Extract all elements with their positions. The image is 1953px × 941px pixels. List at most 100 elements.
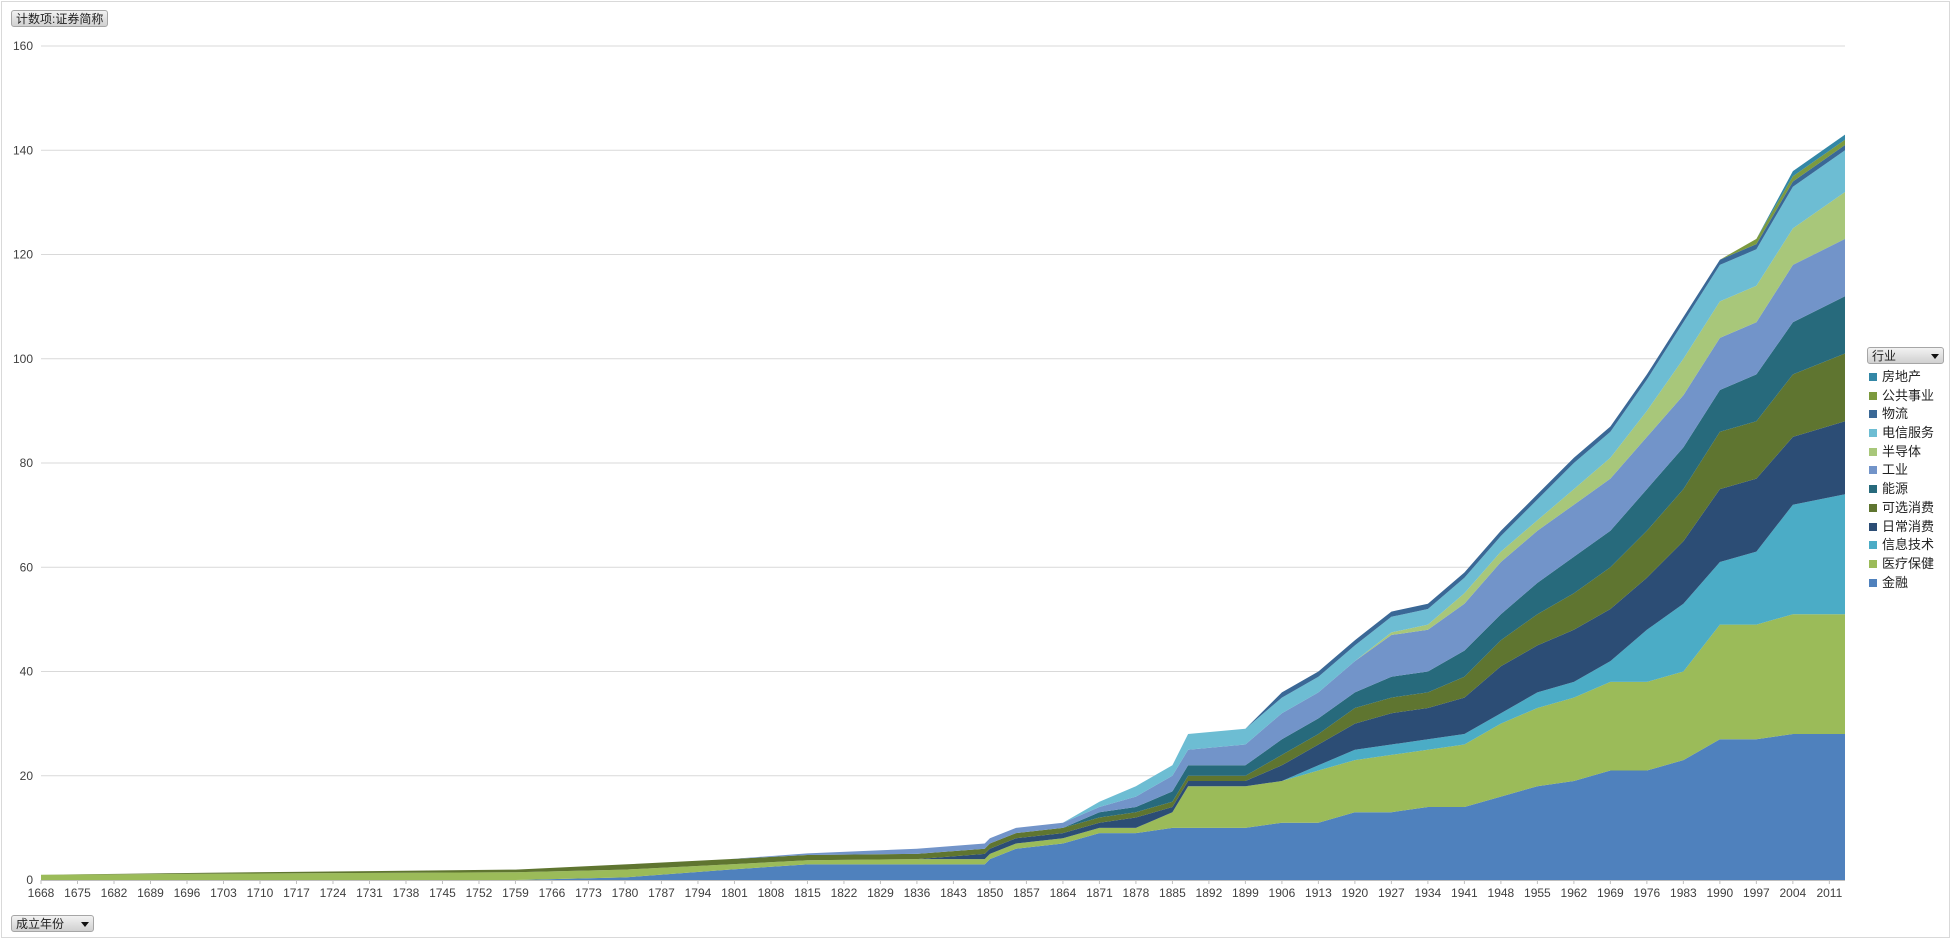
y-axis-tick-labels: 0 20 40 60 80 100 120 140 160 xyxy=(13,39,33,887)
legend-label: 可选消费 xyxy=(1882,499,1935,515)
x-tick-label: 1927 xyxy=(1378,886,1405,900)
x-tick-label: 1913 xyxy=(1305,886,1332,900)
chevron-down-icon xyxy=(1931,354,1939,359)
legend-swatch xyxy=(1869,541,1877,550)
x-tick-label: 1745 xyxy=(429,886,456,900)
legend-item: 金融 xyxy=(1868,574,1952,593)
legend-item: 房地产 xyxy=(1868,368,1952,387)
legend-label: 医疗保健 xyxy=(1882,555,1935,571)
legend-swatch xyxy=(1869,503,1877,512)
y-tick-label: 120 xyxy=(13,248,33,262)
x-tick-label: 1696 xyxy=(174,886,201,900)
x-tick-label: 1878 xyxy=(1123,886,1150,900)
legend-item: 能源 xyxy=(1868,480,1952,499)
legend-swatch xyxy=(1869,447,1877,456)
x-tick-label: 1871 xyxy=(1086,886,1113,900)
x-tick-label: 1787 xyxy=(648,886,675,900)
legend-swatch xyxy=(1869,373,1877,381)
x-tick-label: 1717 xyxy=(283,886,310,900)
x-tick-label: 2004 xyxy=(1780,886,1807,900)
x-tick-label: 1815 xyxy=(794,886,821,900)
legend-swatch xyxy=(1869,410,1877,419)
legend-label: 公共事业 xyxy=(1882,387,1935,403)
x-tick-label: 1801 xyxy=(721,886,748,900)
legend-item: 物流 xyxy=(1868,405,1952,424)
legend-field-button[interactable]: 行业 xyxy=(1867,347,1944,364)
x-tick-label: 2011 xyxy=(1816,886,1842,900)
x-tick-label: 1836 xyxy=(904,886,931,900)
legend-swatch xyxy=(1869,466,1877,475)
y-tick-label: 100 xyxy=(13,352,33,366)
x-tick-label: 1955 xyxy=(1524,886,1551,900)
axis-field-label: 成立年份 xyxy=(16,917,65,931)
x-tick-label: 1780 xyxy=(612,886,639,900)
legend-item: 半导体 xyxy=(1868,443,1952,462)
legend-label: 电信服务 xyxy=(1882,425,1935,441)
x-tick-label: 1710 xyxy=(247,886,274,900)
x-tick-label: 1934 xyxy=(1415,886,1442,900)
x-tick-label: 1976 xyxy=(1634,886,1661,900)
x-tick-label: 1906 xyxy=(1269,886,1296,900)
legend-label: 金融 xyxy=(1882,574,1909,590)
legend-label: 半导体 xyxy=(1882,443,1922,459)
legend-swatch xyxy=(1869,391,1877,400)
y-tick-label: 40 xyxy=(20,665,34,679)
legend-item: 公共事业 xyxy=(1868,387,1952,406)
legend-item: 工业 xyxy=(1868,461,1952,480)
legend-label: 信息技术 xyxy=(1882,537,1935,553)
legend-item: 电信服务 xyxy=(1868,424,1952,443)
legend-label: 物流 xyxy=(1882,406,1909,422)
y-tick-label: 140 xyxy=(13,143,33,157)
legend-field-label: 行业 xyxy=(1872,349,1897,363)
x-tick-label: 1892 xyxy=(1196,886,1223,900)
area-series-金融 xyxy=(41,734,1845,880)
x-tick-label: 1990 xyxy=(1707,886,1734,900)
legend-item: 医疗保健 xyxy=(1868,555,1952,574)
x-axis-tick-labels: 1668 1675 1682 1689 1696 1703 1710 1717 1724 1731… xyxy=(28,880,1843,900)
values-field-label: 计数项:证券简称 xyxy=(16,12,104,26)
x-tick-label: 1969 xyxy=(1597,886,1624,900)
area-series xyxy=(41,134,1845,880)
values-field-button[interactable]: 计数项:证券简称 xyxy=(11,10,109,27)
x-tick-label: 1682 xyxy=(101,886,128,900)
chevron-down-icon xyxy=(81,922,89,927)
legend-swatch xyxy=(1869,522,1877,531)
x-tick-label: 1899 xyxy=(1232,886,1259,900)
legend: 房地产公共事业物流电信服务半导体工业能源 可选消费日常消费信息技术医疗保健金融 xyxy=(1868,368,1952,592)
x-tick-label: 1962 xyxy=(1561,886,1588,900)
x-tick-label: 1997 xyxy=(1743,886,1770,900)
x-tick-label: 1724 xyxy=(320,886,347,900)
legend-swatch xyxy=(1869,485,1877,494)
x-tick-label: 1668 xyxy=(28,886,55,900)
y-tick-label: 0 xyxy=(26,873,33,887)
legend-item: 信息技术 xyxy=(1868,536,1952,555)
legend-swatch xyxy=(1869,429,1877,438)
x-tick-label: 1920 xyxy=(1342,886,1369,900)
x-tick-label: 1808 xyxy=(758,886,785,900)
x-tick-label: 1675 xyxy=(64,886,91,900)
x-tick-label: 1983 xyxy=(1670,886,1697,900)
y-tick-label: 160 xyxy=(13,39,33,53)
legend-swatch xyxy=(1869,578,1877,587)
x-tick-label: 1759 xyxy=(502,886,529,900)
legend-label: 日常消费 xyxy=(1882,518,1935,534)
legend-item: 可选消费 xyxy=(1868,499,1952,518)
legend-swatch xyxy=(1869,559,1877,568)
x-tick-label: 1885 xyxy=(1159,886,1186,900)
y-tick-label: 60 xyxy=(20,560,34,574)
x-tick-label: 1857 xyxy=(1013,886,1040,900)
y-tick-label: 20 xyxy=(20,769,34,783)
x-tick-label: 1941 xyxy=(1451,886,1478,900)
x-tick-label: 1689 xyxy=(137,886,164,900)
x-tick-label: 1703 xyxy=(210,886,237,900)
legend-item: 日常消费 xyxy=(1868,518,1952,537)
legend-label: 房地产 xyxy=(1882,369,1922,384)
legend-label: 工业 xyxy=(1882,462,1909,478)
x-tick-label: 1773 xyxy=(575,886,602,900)
x-tick-label: 1864 xyxy=(1050,886,1077,900)
x-tick-label: 1738 xyxy=(393,886,420,900)
area-series-医疗保健 xyxy=(41,614,1845,880)
axis-field-button[interactable]: 成立年份 xyxy=(11,915,94,932)
